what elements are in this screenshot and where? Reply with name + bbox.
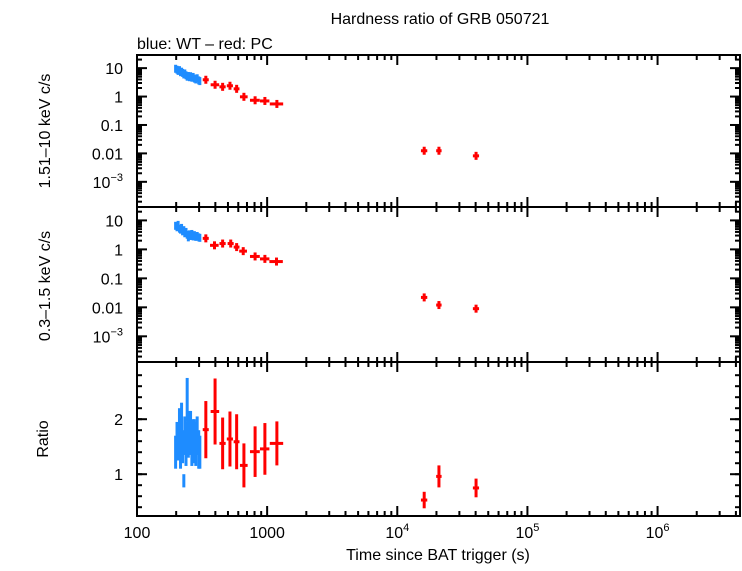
x-tick-label: 104 bbox=[385, 522, 409, 542]
y-tick-label: 0.01 bbox=[92, 146, 123, 163]
panel1-y-label: 1.51–10 keV c/s bbox=[37, 74, 54, 189]
y-tick-label: 10 bbox=[105, 213, 123, 230]
y-tick-label: 1 bbox=[114, 467, 123, 484]
panel-frame-2 bbox=[136, 206, 741, 363]
panel-frame-3 bbox=[136, 361, 741, 517]
y-tick-label: 1 bbox=[114, 242, 123, 259]
y-tick-label: 0.01 bbox=[92, 300, 123, 317]
y-tick-label: 10−3 bbox=[93, 326, 123, 346]
x-axis-label: Time since BAT trigger (s) bbox=[346, 547, 530, 564]
panel-frame-1 bbox=[136, 54, 741, 208]
chart-title: Hardness ratio of GRB 050721 bbox=[331, 11, 550, 28]
y-tick-label: 2 bbox=[114, 412, 123, 429]
y-tick-label: 10 bbox=[105, 61, 123, 78]
panel2-y-label: 0.3–1.5 keV c/s bbox=[37, 231, 54, 341]
y-tick-label: 0.1 bbox=[101, 271, 123, 288]
x-tick-label: 106 bbox=[646, 522, 670, 542]
x-tick-label: 100 bbox=[124, 525, 151, 542]
x-tick-label: 1000 bbox=[249, 525, 285, 542]
y-tick-label: 0.1 bbox=[101, 118, 123, 135]
y-tick-label: 1 bbox=[114, 90, 123, 107]
x-tick-label: 105 bbox=[515, 522, 539, 542]
chart-subtitle: blue: WT – red: PC bbox=[137, 36, 273, 53]
y-tick-label: 10−3 bbox=[93, 172, 123, 192]
panel3-y-label: Ratio bbox=[35, 420, 52, 457]
